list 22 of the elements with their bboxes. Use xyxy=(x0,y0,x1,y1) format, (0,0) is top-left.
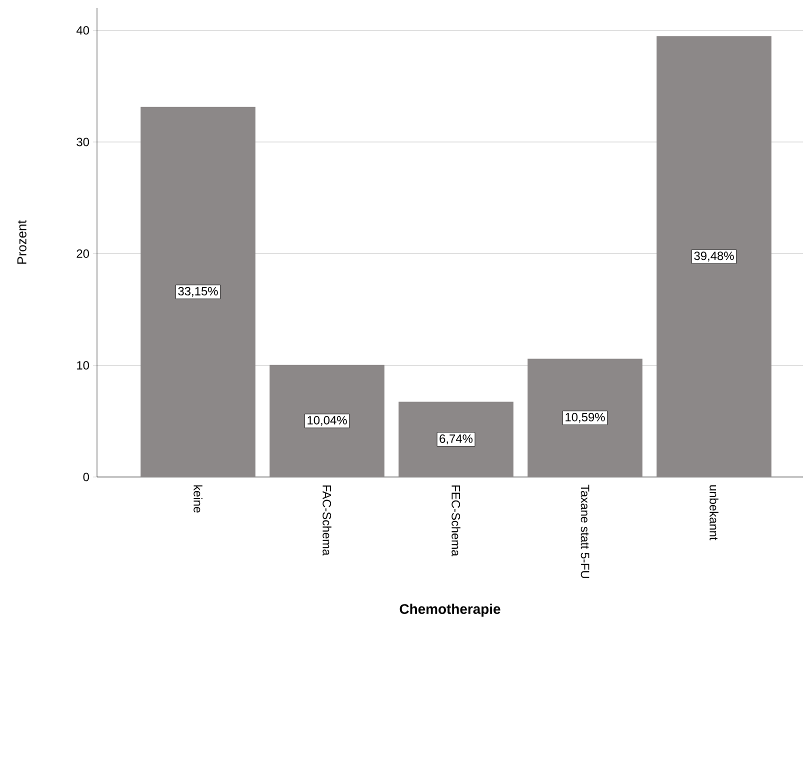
x-tick-label: keine xyxy=(194,485,202,513)
y-tick-label: 0 xyxy=(83,472,90,482)
bar xyxy=(656,36,772,477)
y-tick-label: 40 xyxy=(76,26,90,35)
y-tick-label: 30 xyxy=(76,138,90,146)
y-tick-label: 20 xyxy=(76,249,90,258)
data-label: 10,04% xyxy=(308,416,347,426)
x-tick-label: FAC-Schema xyxy=(322,486,332,556)
bar xyxy=(140,106,256,477)
bar xyxy=(528,358,642,477)
x-tick-label: unbekannt xyxy=(710,485,718,540)
x-tick-label: Taxane statt 5-FU xyxy=(580,484,590,578)
x-axis-title: Chemotherapie xyxy=(400,604,500,617)
data-label: 39,48% xyxy=(694,252,734,262)
y-axis-title: Prozent xyxy=(17,220,26,264)
bar xyxy=(270,364,384,477)
data-label: 33,15% xyxy=(178,286,218,297)
x-tick-label: FEC-Schema xyxy=(452,486,460,556)
y-tick-label: 10 xyxy=(77,361,90,370)
data-label: 6,74% xyxy=(440,434,473,444)
data-label: 10,59% xyxy=(566,412,605,423)
bar xyxy=(398,402,514,477)
